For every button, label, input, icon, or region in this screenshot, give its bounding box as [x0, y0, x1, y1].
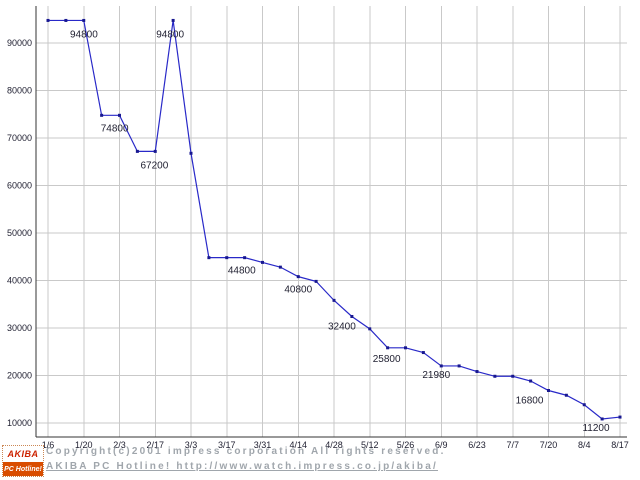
data-point-marker: [511, 374, 515, 378]
data-point-marker: [189, 151, 193, 155]
data-point-marker: [64, 18, 68, 22]
data-point-marker: [475, 370, 479, 374]
data-point-marker: [46, 18, 50, 22]
x-tick-label: 5/26: [397, 440, 415, 450]
data-point-marker: [564, 393, 568, 397]
data-point-marker: [225, 256, 229, 260]
x-tick-label: 4/14: [289, 440, 307, 450]
data-point-marker: [404, 346, 407, 350]
y-tick-label: 80000: [7, 86, 32, 96]
x-tick-label: 7/20: [540, 440, 558, 450]
data-point-marker: [314, 279, 318, 283]
x-tick-label: 3/17: [218, 440, 236, 450]
x-tick-label: 8/4: [578, 440, 591, 450]
site-url-line: AKIBA PC Hotline! http://www.watch.impre…: [46, 461, 438, 472]
logo-pc-hotline-text: PC Hotline!: [3, 462, 43, 476]
x-tick-label: 3/31: [254, 440, 272, 450]
data-point-marker: [368, 327, 372, 331]
price-annotation: 44800: [228, 266, 256, 277]
data-point-marker: [386, 346, 390, 350]
data-point-marker: [457, 364, 461, 368]
price-annotation: 21980: [422, 370, 450, 381]
price-annotation: 40800: [284, 285, 312, 296]
data-point-marker: [171, 18, 175, 22]
x-tick-label: 6/23: [468, 440, 486, 450]
x-tick-label: 7/7: [506, 440, 519, 450]
price-annotation: 16800: [516, 396, 544, 407]
data-point-marker: [100, 113, 104, 117]
x-tick-label: 6/9: [435, 440, 448, 450]
logo-akiba-text: AKIBA: [7, 449, 39, 459]
x-tick-label: 5/12: [361, 440, 379, 450]
price-annotation: 25800: [373, 354, 401, 365]
price-annotation: 11200: [582, 423, 610, 434]
price-annotation: 94800: [70, 29, 98, 40]
y-tick-label: 90000: [7, 38, 32, 48]
data-point-marker: [261, 260, 264, 264]
y-tick-label: 10000: [7, 418, 32, 428]
data-point-marker: [439, 364, 443, 368]
footer-watermark: AKIBA PC Hotline! Copyright(c)2001 impre…: [0, 440, 640, 480]
price-annotation: 32400: [328, 321, 356, 332]
x-tick-label: 4/28: [325, 440, 343, 450]
data-point-marker: [296, 275, 300, 279]
data-point-marker: [493, 374, 497, 378]
x-tick-label: 2/17: [146, 440, 164, 450]
y-tick-label: 20000: [7, 370, 32, 380]
y-tick-label: 50000: [7, 228, 32, 238]
x-tick-label: 2/3: [113, 440, 126, 450]
y-tick-label: 40000: [7, 275, 32, 285]
data-point-marker: [135, 149, 139, 153]
data-point-marker: [153, 149, 157, 153]
data-point-marker: [278, 265, 282, 269]
data-point-marker: [332, 298, 336, 302]
data-point-marker: [82, 18, 86, 22]
y-tick-label: 70000: [7, 133, 32, 143]
akiba-pc-hotline-logo: AKIBA PC Hotline!: [2, 445, 44, 477]
data-point-marker: [207, 256, 211, 260]
y-tick-label: 30000: [7, 323, 32, 333]
price-annotation: 74800: [101, 123, 129, 134]
data-point-marker: [118, 113, 121, 117]
data-point-marker: [421, 351, 425, 355]
data-point-marker: [582, 403, 586, 407]
x-tick-label: 8/17: [611, 440, 629, 450]
copyright-line: Copyright(c)2001 impress corporation All…: [46, 446, 446, 457]
price-annotation: 67200: [140, 160, 168, 171]
x-tick-label: 3/3: [185, 440, 198, 450]
price-annotation: 94800: [156, 29, 184, 40]
credits-block: Copyright(c)2001 impress corporation All…: [46, 444, 446, 474]
x-tick-label: 1/20: [75, 440, 93, 450]
data-point-marker: [243, 256, 247, 260]
data-point-marker: [618, 415, 622, 419]
data-point-marker: [529, 379, 533, 383]
data-point-marker: [350, 314, 354, 318]
x-tick-label: 1/6: [42, 440, 55, 450]
data-point-marker: [600, 417, 604, 421]
data-point-marker: [547, 389, 550, 393]
y-tick-label: 60000: [7, 181, 32, 191]
